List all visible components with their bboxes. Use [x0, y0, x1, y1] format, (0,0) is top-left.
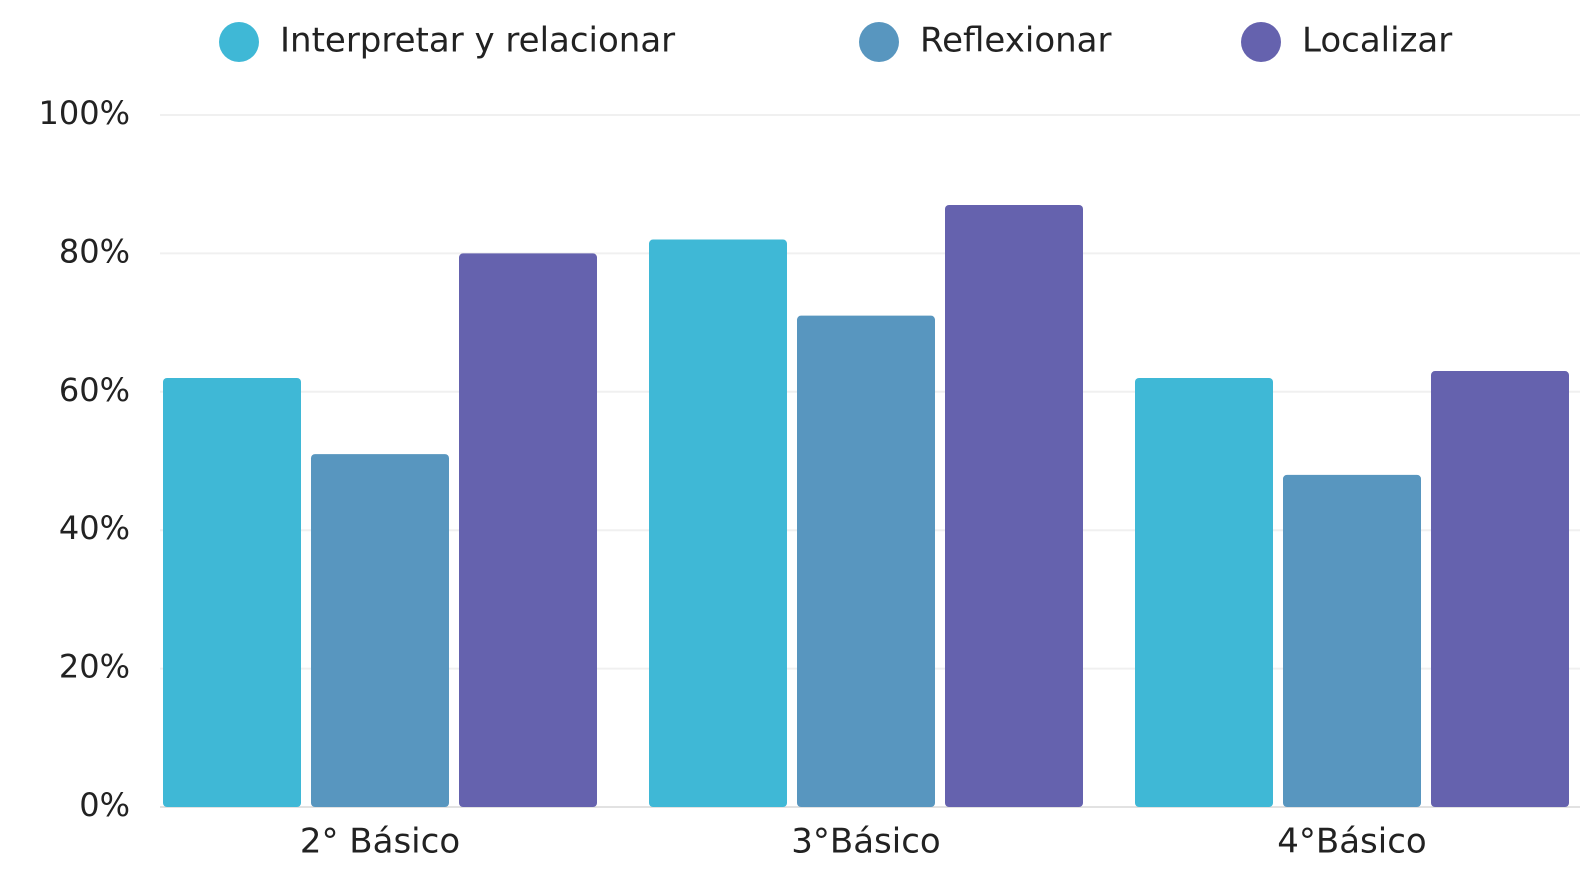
- bar: [797, 315, 935, 807]
- y-tick-label: 60%: [59, 371, 130, 409]
- legend-label: Localizar: [1302, 21, 1452, 61]
- x-tick-label: 2° Básico: [300, 822, 460, 862]
- bar: [459, 253, 597, 807]
- bar: [163, 377, 301, 807]
- y-tick-label: 0%: [79, 786, 130, 824]
- bar: [1283, 474, 1421, 807]
- y-tick-label: 80%: [59, 232, 130, 270]
- legend-marker: [219, 22, 259, 62]
- y-tick-label: 40%: [59, 509, 130, 547]
- y-tick-label: 100%: [39, 94, 130, 132]
- legend-marker: [859, 22, 899, 62]
- x-tick-label: 4°Básico: [1277, 822, 1426, 862]
- legend-marker: [1241, 22, 1281, 62]
- x-tick-label: 3°Básico: [791, 822, 940, 862]
- bar: [1431, 371, 1569, 807]
- bar: [945, 204, 1083, 807]
- bar: [1135, 377, 1273, 807]
- legend-label: Interpretar y relacionar: [280, 21, 675, 61]
- y-tick-label: 20%: [59, 648, 130, 686]
- bar: [649, 239, 787, 807]
- bar: [311, 454, 449, 807]
- legend-label: Reflexionar: [920, 21, 1112, 61]
